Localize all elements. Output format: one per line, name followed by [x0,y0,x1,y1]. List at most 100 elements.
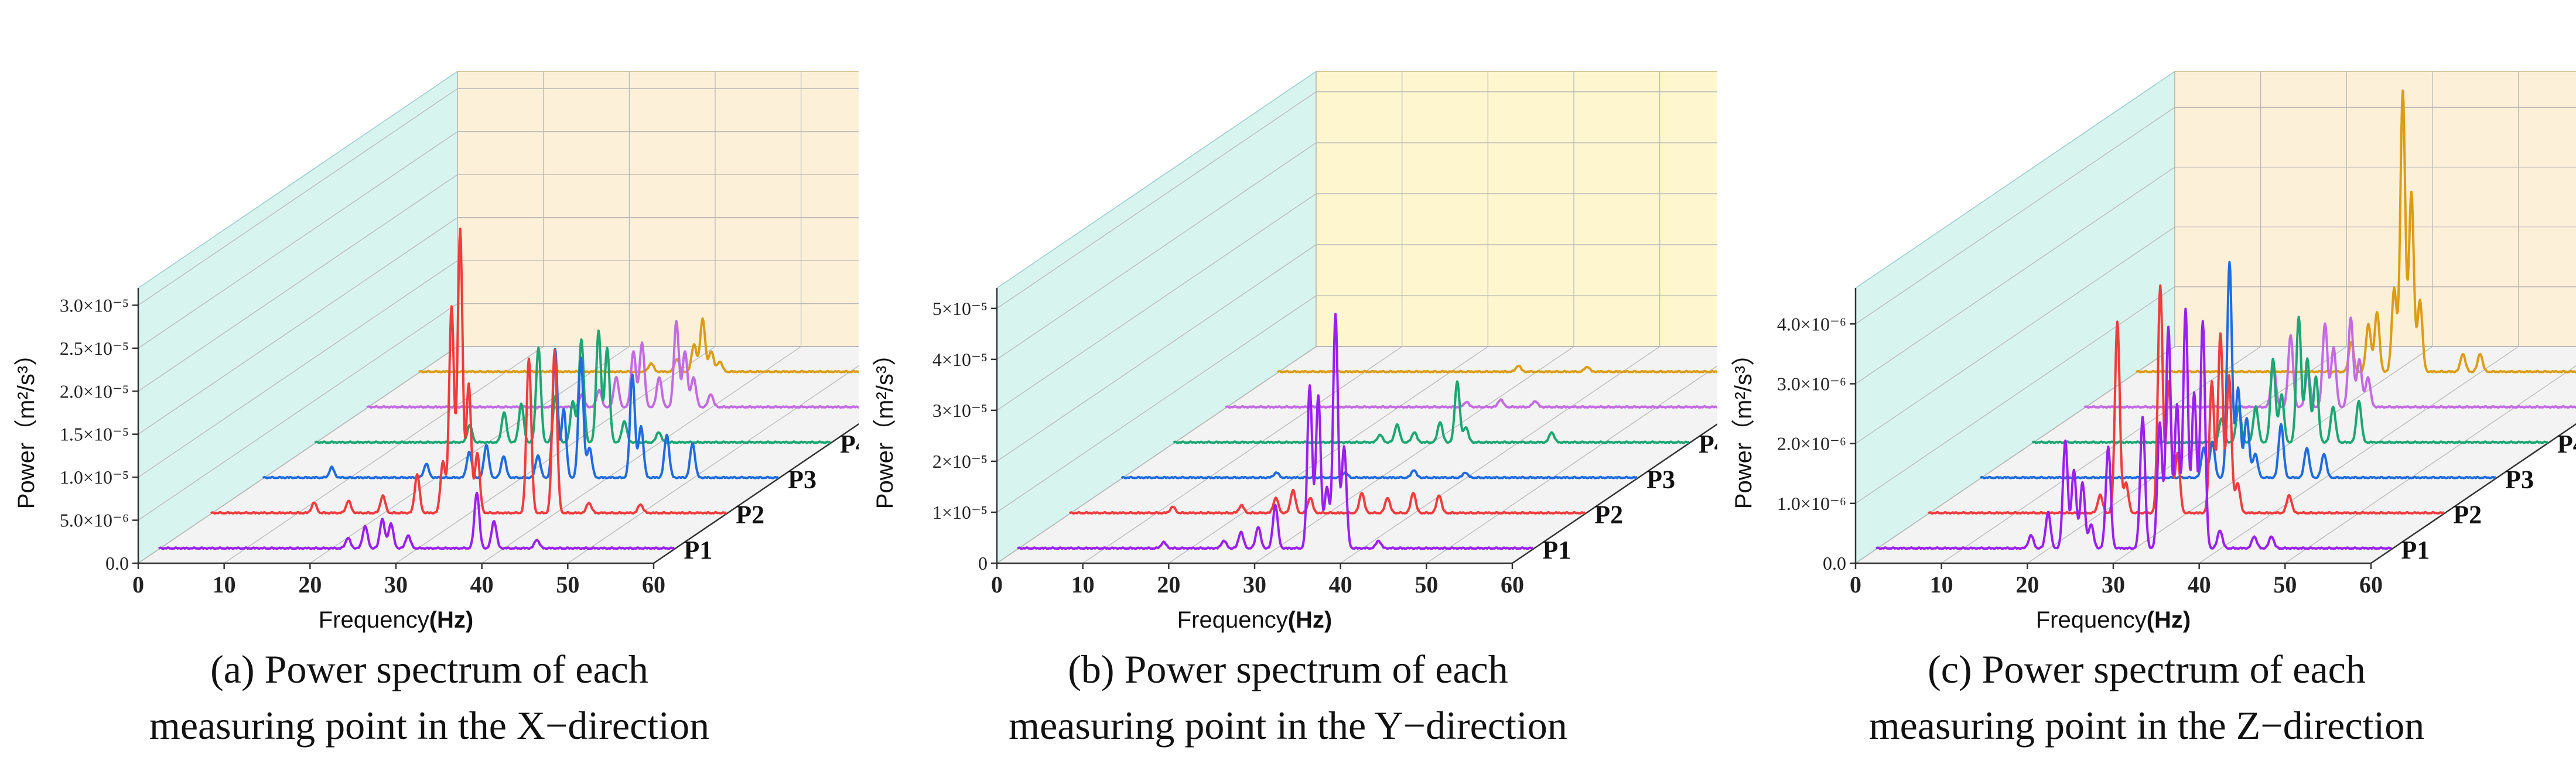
caption-line-2: measuring point in the Y−direction [1009,703,1567,748]
x-tick-label: 50 [556,571,579,598]
floor-grid-line [1168,346,1488,564]
chart-z-direction: 0 10 20 30 40 50 60 0.0 1.0×10⁻⁶ 2.0×10⁻⁶ 3.0×10⁻⁶… [1731,70,2576,633]
x-tick-label: 0 [1850,571,1861,598]
floor-grid-line [2199,346,2519,564]
side-grid-line [1855,166,2175,385]
z-axis-line [2370,423,2576,564]
series-line-p4 [2031,316,2548,444]
x-tick-label: 10 [213,571,236,598]
series-line-p6 [1277,364,1717,374]
side-grid-line [138,131,458,349]
series-label-p2: P2 [2453,501,2482,529]
side-grid-line [138,260,458,478]
x-axis-unit: (Hz) [1288,607,1333,633]
series-line-p3 [1120,469,1638,479]
caption-line-1: (c) Power spectrum of each [1928,647,2366,691]
series-label-p3: P3 [2505,465,2534,494]
series-label-p2: P2 [1594,501,1623,529]
side-grid-line [996,346,1317,564]
series-line-p1 [158,491,675,550]
y-tick-label: 3.0×10⁻⁵ [60,294,129,316]
y-tick-label: 4×10⁻⁵ [932,349,988,370]
x-tick-label: 60 [2359,571,2383,598]
y-tick-label: 5.0×10⁻⁶ [60,510,129,531]
side-grid-line [138,88,458,306]
x-tick-label: 10 [1930,571,1953,598]
series-label-p3: P3 [788,465,816,494]
side-grid-line [138,303,458,521]
side-grid-line [996,142,1317,360]
caption-line-2: measuring point in the Z−direction [1868,703,2425,748]
panel-z-direction: 0 10 20 30 40 50 60 0.0 1.0×10⁻⁶ 2.0×10⁻⁶ 3.0×10⁻⁶… [1717,0,2576,757]
floor-grid-line [2284,365,2576,564]
caption-x-direction: (a) Power spectrum of each measuring poi… [0,641,859,753]
side-grid-line [996,193,1317,411]
y-tick-label: 2.5×10⁻⁵ [60,338,129,359]
series-label-p4: P4 [840,430,859,458]
panel-x-direction: 0 10 20 30 40 50 60 0.0 5.0×10⁻⁶ 1.0×10⁻⁵ 1.5×10⁻⁵… [0,0,859,757]
floor-grid-line [481,346,802,564]
caption-line-2: measuring point in the X−direction [149,703,710,748]
chart-y-direction: 0 10 20 30 40 50 60 0 1×10⁻⁵ 2×10⁻⁵ 3×10⁻⁵ 4×10⁻⁵ 5×… [872,70,1717,633]
x-tick-label: 30 [1243,571,1266,598]
x-tick-label: 40 [2188,571,2211,598]
floor-grid-line [1082,346,1403,564]
x-tick-label: 60 [642,571,665,598]
x-axis-label: Frequency(Hz) [1177,607,1333,633]
side-grid-line [1855,227,2175,444]
floor-grid-line [1254,346,1574,564]
y-tick-label: 2.0×10⁻⁵ [60,381,129,402]
caption-line-1: (b) Power spectrum of each [1068,647,1508,691]
caption-z-direction: (c) Power spectrum of each measuring poi… [1717,641,2576,753]
z-axis-line [1512,423,1717,564]
y-tick-label: 3×10⁻⁵ [932,400,988,421]
back-wall [1316,71,1717,347]
x-tick-label: 50 [1415,571,1438,598]
y-axis-label: Power（m²/s³） [13,342,39,509]
side-grid-line [1855,346,2175,564]
x-tick-label: 30 [384,571,408,598]
series-label-p1: P1 [1542,536,1571,564]
side-grid-line [996,295,1317,513]
z-axis-line [653,423,859,564]
floor-grid-line [567,365,859,564]
y-tick-label: 1.0×10⁻⁶ [1777,493,1846,514]
y-tick-label: 0.0 [1823,553,1846,574]
series-line-p2 [1068,488,1586,515]
x-tick-label: 0 [132,571,144,598]
series-line-p2 [210,227,727,515]
y-tick-label: 3.0×10⁻⁶ [1777,373,1846,394]
y-tick-label: 1×10⁻⁵ [932,502,988,523]
y-tick-label: 2.0×10⁻⁶ [1777,433,1846,454]
series-label-p4: P4 [2557,430,2576,458]
back-wall [2174,71,2576,347]
series-line-p5 [366,320,859,409]
grid-lines [996,71,1717,564]
series-line-p6 [418,317,859,374]
y-tick-label: 0 [978,553,988,574]
series-label-p4: P4 [1699,430,1717,458]
x-tick-label: 50 [2273,571,2297,598]
series-line-p1 [1017,313,1534,550]
series-line-p2 [1927,284,2444,515]
floor-grid-line [1426,365,1717,564]
x-axis-unit: (Hz) [2147,607,2191,633]
y-axis-label: Power（m²/s³） [1731,342,1757,509]
back-wall [457,71,859,347]
side-grid-line [1855,107,2175,324]
side-grid-line [1855,286,2175,504]
x-tick-label: 10 [1071,571,1095,598]
grid-lines [1855,71,2576,564]
x-tick-label: 0 [991,571,1003,598]
x-tick-label: 30 [2102,571,2125,598]
x-axis-unit: (Hz) [429,607,474,633]
x-tick-label: 40 [470,571,494,598]
y-tick-label: 5×10⁻⁵ [932,298,988,319]
chart-x-direction: 0 10 20 30 40 50 60 0.0 5.0×10⁻⁶ 1.0×10⁻⁵ 1.5×10⁻⁵… [13,70,859,633]
x-tick-label: 60 [1501,571,1524,598]
x-axis-label: Frequency(Hz) [319,607,474,633]
side-grid-line [996,91,1317,309]
x-tick-label: 40 [1329,571,1352,598]
x-tick-label: 20 [298,571,322,598]
series-label-p2: P2 [736,501,764,529]
